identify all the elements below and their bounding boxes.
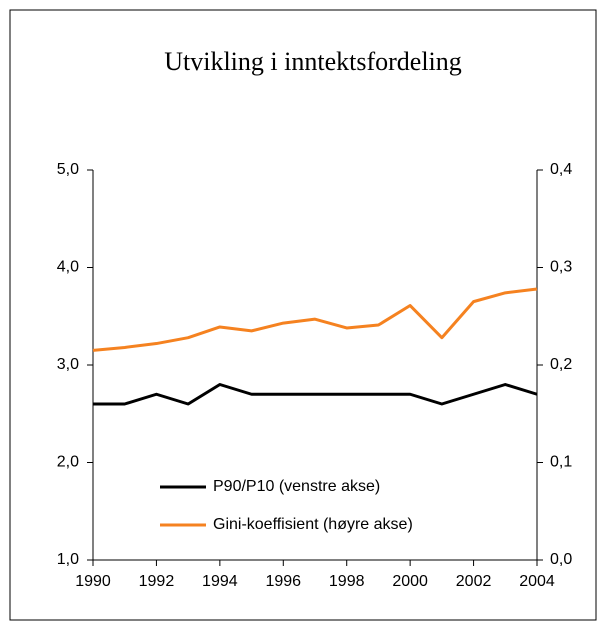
- y-tick-label: 4,0: [57, 259, 79, 276]
- y2-tick-label: 0,2: [550, 356, 572, 373]
- chart-border: [9, 9, 597, 621]
- x-tick-label: 1994: [202, 573, 238, 590]
- y-tick-label: 2,0: [57, 454, 79, 471]
- x-tick-label: 2004: [519, 573, 555, 590]
- y-tick-label: 5,0: [57, 161, 79, 178]
- legend-label: P90/P10 (venstre akse): [213, 478, 380, 495]
- x-tick-label: 1990: [75, 573, 111, 590]
- series-line: [92, 287, 538, 352]
- y-tick-label: 3,0: [57, 356, 79, 373]
- chart-title: Utvikling i inntektsfordeling: [164, 47, 462, 76]
- y-tick-label: 1,0: [57, 551, 79, 568]
- x-tick-label: 1992: [139, 573, 175, 590]
- x-tick-label: 1998: [329, 573, 365, 590]
- x-tick-label: 2002: [456, 573, 492, 590]
- legend-label: Gini-koeffisient (høyre akse): [213, 516, 413, 533]
- y2-tick-label: 0,4: [550, 161, 572, 178]
- x-tick-label: 1996: [265, 573, 301, 590]
- series-line: [93, 383, 538, 406]
- x-tick-label: 2000: [392, 573, 428, 590]
- y2-tick-label: 0,1: [550, 454, 572, 471]
- y2-tick-label: 0,3: [550, 259, 572, 276]
- y2-tick-label: 0,0: [550, 551, 572, 568]
